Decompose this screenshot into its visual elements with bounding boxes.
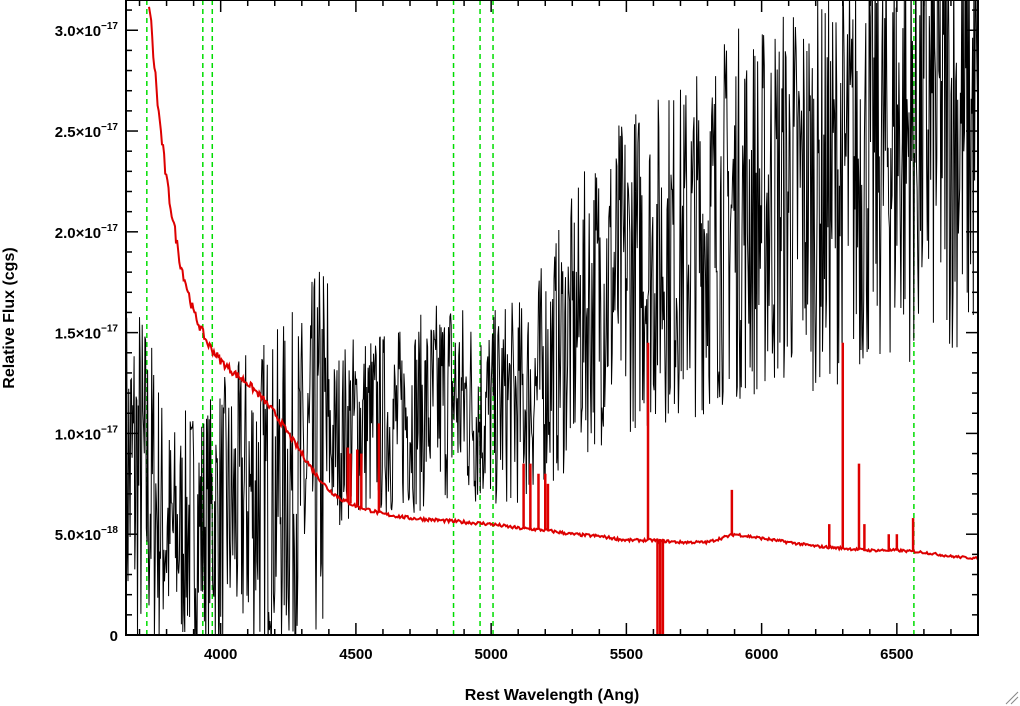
x-tick-label: 4000 (204, 646, 237, 663)
y-tick-label: 5.0×10−18 (55, 525, 119, 544)
x-tick-label: 5000 (474, 646, 507, 663)
y-tick-label: 1.0×10−17 (55, 424, 119, 443)
y-tick-label: 2.0×10−17 (55, 223, 119, 242)
x-axis-label: Rest Wavelength (Ang) (465, 687, 640, 704)
x-tick-label: 6500 (880, 646, 913, 663)
y-tick-label: 3.0×10−17 (55, 21, 119, 40)
plot-area (126, 0, 978, 635)
series-model-spectrum (148, 6, 978, 560)
series-observed-spectrum (126, 0, 978, 635)
y-tick-label: 2.5×10−17 (55, 122, 119, 141)
resize-grip-icon[interactable] (1005, 691, 1019, 705)
y-axis-label: Relative Flux (cgs) (1, 247, 18, 388)
axes: 4000 4500 5000 5500 6000 6500 0 5.0×10−18 1.0×10… (55, 0, 979, 663)
y-tick-label: 1.5×10−17 (55, 324, 119, 343)
x-tick-label: 6000 (745, 646, 778, 663)
y-tick-label: 0 (110, 628, 118, 645)
x-tick-label: 5500 (610, 646, 643, 663)
plot-frame (125, 0, 979, 636)
x-tick-label: 4500 (339, 646, 372, 663)
